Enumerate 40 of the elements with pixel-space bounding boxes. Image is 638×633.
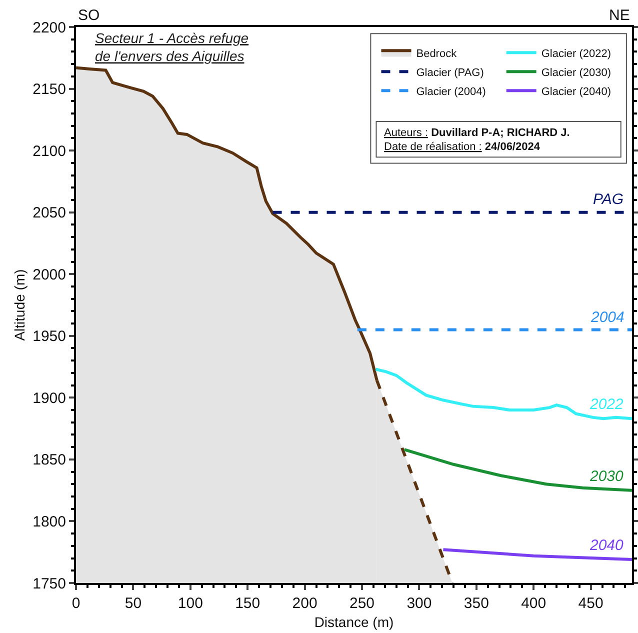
line-series — [374, 368, 632, 420]
x-tick-label: 300 — [406, 595, 432, 612]
x-tick-label: 0 — [72, 595, 80, 612]
x-tick-label: 400 — [521, 595, 546, 612]
text: SO — [78, 7, 100, 24]
annotation: 2030 — [589, 468, 624, 485]
x-tick-label: 50 — [124, 595, 142, 612]
y-tick-label: 2050 — [32, 204, 66, 222]
x-tick-label: 250 — [349, 595, 375, 612]
annotation: 2040 — [589, 537, 624, 554]
legend-label: Glacier (PAG) — [416, 66, 484, 79]
x-axis-title: Distance (m) — [314, 614, 394, 630]
y-tick-label: 1950 — [32, 328, 66, 346]
y-tick-label: 1850 — [32, 452, 66, 469]
x-tick-label: 200 — [292, 595, 318, 612]
legend-label: Glacier (2004) — [416, 86, 486, 98]
y-tick-label: 2100 — [32, 142, 66, 160]
line-series — [402, 448, 632, 492]
annotation: PAG — [593, 191, 624, 208]
annotation: Auteurs : Duvillard P-A; RICHARD J. — [384, 127, 570, 139]
legend-label: Bedrock — [416, 48, 458, 60]
annotation: Date de réalisation : 24/06/2024 — [384, 141, 541, 153]
text: Secteur 1 - Accès refuge de l'envers des Aiguilles — [95, 30, 249, 64]
legend-label: Glacier (2040) — [541, 86, 612, 98]
text: NE — [609, 7, 630, 24]
y-tick-label: 1800 — [32, 513, 66, 530]
x-tick-label: 350 — [464, 595, 489, 612]
annotation: 2022 — [589, 396, 624, 413]
y-tick-label: 2200 — [32, 19, 66, 36]
legend-label: Glacier (2022) — [541, 48, 612, 60]
legend-label: Glacier (2030) — [541, 66, 612, 79]
y-tick-label: 2000 — [32, 266, 66, 284]
x-tick-label: 150 — [235, 595, 260, 612]
x-tick-label: 450 — [578, 595, 604, 612]
x-tick-label: 100 — [178, 595, 203, 612]
y-tick-label: 2150 — [32, 81, 66, 98]
y-axis-title: Altitude (m) — [12, 269, 28, 341]
y-tick-label: 1900 — [32, 390, 66, 407]
annotation: 2004 — [590, 309, 624, 326]
y-tick-label: 1750 — [32, 575, 66, 592]
